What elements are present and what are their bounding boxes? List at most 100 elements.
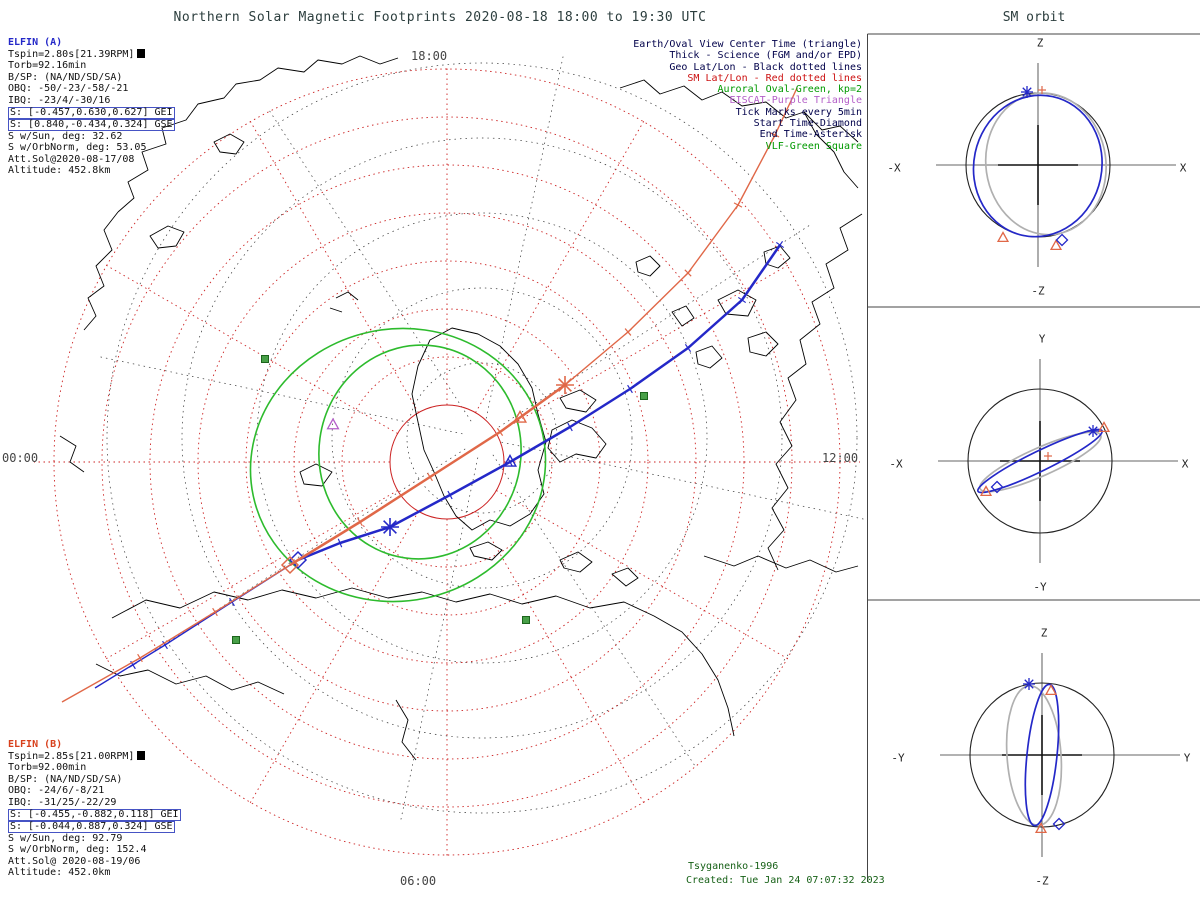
orbit-asterisk-marker bbox=[1023, 678, 1035, 690]
orbit-panel-2 bbox=[938, 359, 1178, 563]
info-line: Altitude: 452.0km bbox=[8, 867, 111, 879]
orbit-diamond-marker bbox=[1052, 817, 1066, 831]
science-segment bbox=[289, 383, 566, 567]
legend-item: Tick Marks every 5min bbox=[735, 106, 862, 118]
orbit-elfin-b bbox=[984, 92, 1108, 236]
info-line: IBQ: -31/25/-22/29 bbox=[8, 796, 117, 808]
view-center-triangle-marker bbox=[512, 410, 528, 423]
vlf-square-marker bbox=[232, 636, 240, 644]
geo-grid bbox=[100, 56, 864, 820]
info-line: S w/Sun, deg: 92.79 bbox=[8, 832, 123, 844]
elfin-a-label: ELFIN (A) bbox=[8, 37, 63, 48]
vlf-square-marker bbox=[261, 355, 269, 363]
mlt-label-00: 00:00 bbox=[2, 451, 39, 465]
orbit-triangle-marker bbox=[1049, 239, 1063, 251]
end-time-asterisk-marker bbox=[556, 376, 574, 394]
orbit-triangle-marker bbox=[1044, 684, 1058, 696]
info-line: Tspin=2.85s[21.00RPM] bbox=[8, 750, 181, 763]
eiscat-triangle-marker bbox=[326, 417, 340, 430]
info-line: Att.Sol@2020-08-17/08 bbox=[8, 153, 135, 165]
orbit-axis-label: Y bbox=[1183, 751, 1191, 765]
orbit-triangle-marker bbox=[1097, 421, 1111, 433]
orbit-panel-3 bbox=[940, 653, 1180, 857]
orbit-axis-label: -Z bbox=[1035, 874, 1049, 888]
elfin-b-parameters: Tspin=2.85s[21.00RPM] Torb=92.00min B/SP: … bbox=[8, 750, 181, 879]
vlf-square-marker bbox=[522, 616, 530, 624]
orbit-diamond-marker bbox=[1055, 233, 1069, 247]
sm-grid bbox=[34, 68, 860, 856]
orbit-elfin-a bbox=[976, 428, 1104, 494]
orbit-axis-label: X bbox=[1179, 161, 1187, 175]
legend-item: VLF-Green Square bbox=[765, 140, 862, 152]
info-line: B/SP: (NA/ND/SD/SA) bbox=[8, 71, 123, 83]
info-line: S: [-0.457,0.630,0.627] GEI bbox=[8, 106, 175, 119]
orbit-axis-label: -Y bbox=[891, 751, 905, 765]
polar-map bbox=[34, 55, 864, 856]
legend-item: Geo Lat/Lon - Black dotted lines bbox=[669, 61, 862, 73]
vlf-stations bbox=[232, 355, 648, 644]
elfin-a-parameters: Tspin=2.80s[21.39RPM] Torb=92.16min B/SP: … bbox=[8, 48, 175, 177]
elfin-b-label: ELFIN (B) bbox=[8, 739, 63, 750]
attitude-vector-value: S: [0.840,-0.434,0.324] GSE bbox=[8, 118, 175, 131]
orbit-axis-label: -Z bbox=[1031, 284, 1045, 298]
legend-item: Auroral Oval-Green, kp=2 bbox=[717, 84, 863, 96]
panel-dividers bbox=[867, 33, 1200, 882]
auroral-oval bbox=[249, 327, 547, 603]
footprint-elfin-a bbox=[94, 240, 785, 689]
info-line: S: [-0.044,0.887,0.324] GSE bbox=[8, 820, 181, 833]
info-line: S w/OrbNorm, deg: 53.05 bbox=[8, 142, 147, 154]
orbit-axis-label: -X bbox=[887, 161, 901, 175]
orbit-axis-label: -X bbox=[889, 457, 903, 471]
map-legend: Earth/Oval View Center Time (triangle) Th… bbox=[633, 39, 862, 152]
orbit-triangle-marker bbox=[979, 485, 993, 497]
attitude-vector-value: S: [-0.457,0.630,0.627] GEI bbox=[8, 106, 175, 119]
info-line: Tspin=2.80s[21.39RPM] bbox=[8, 48, 175, 61]
start-time-diamond-marker bbox=[280, 555, 300, 575]
orbit-axis-label: X bbox=[1181, 457, 1189, 471]
legend-item: Start Time-Diamond bbox=[753, 118, 862, 130]
legend-item: Earth/Oval View Center Time (triangle) bbox=[633, 39, 862, 50]
orbit-axis-label: Z bbox=[1040, 626, 1048, 640]
info-line: Torb=92.16min bbox=[8, 60, 87, 72]
legend-item: Thick - Science (FGM and/or EPD) bbox=[669, 50, 862, 62]
legend-item: EISCAT-Purple Triangle bbox=[729, 95, 862, 107]
orbit-axis-label: -Y bbox=[1033, 580, 1047, 594]
elfin-a-info-block: ELFIN (A) Tspin=2.80s[21.39RPM] Torb=92.1… bbox=[8, 37, 175, 177]
orbit-axis-label: Y bbox=[1038, 332, 1046, 346]
sm-orbit-title: SM orbit bbox=[1002, 10, 1066, 25]
spin-phase-marker bbox=[137, 750, 146, 760]
attitude-vector-value: S: [-0.455,-0.882,0.118] GEI bbox=[8, 808, 181, 821]
legend-item: End Time-Asterisk bbox=[759, 129, 862, 141]
orbit-elfin-a bbox=[1024, 683, 1060, 827]
spin-phase-marker bbox=[137, 48, 146, 58]
model-credit: Tsyganenko-1996 bbox=[688, 861, 779, 872]
orbit-triangle-marker bbox=[1034, 822, 1048, 834]
info-line: Torb=92.00min bbox=[8, 762, 87, 774]
orbit-panel-1 bbox=[936, 63, 1176, 267]
vlf-square-marker bbox=[640, 392, 648, 400]
page-title: Northern Solar Magnetic Footprints 2020-… bbox=[173, 10, 707, 25]
attitude-vector-value: S: [-0.044,0.887,0.324] GSE bbox=[8, 820, 175, 833]
elfin-b-info-block: ELFIN (B) Tspin=2.85s[21.00RPM] Torb=92.0… bbox=[8, 739, 181, 879]
info-line: OBQ: -24/6/-8/21 bbox=[8, 785, 105, 797]
footprint-elfin-b bbox=[61, 87, 798, 703]
orbit-triangle-marker bbox=[996, 231, 1010, 243]
orbit-asterisk-marker bbox=[1087, 425, 1099, 437]
info-line: S: [-0.455,-0.882,0.118] GEI bbox=[8, 808, 181, 821]
earth-circle bbox=[967, 388, 1113, 534]
orbit-asterisk-marker bbox=[1021, 86, 1033, 98]
legend-item: SM Lat/Lon - Red dotted lines bbox=[687, 72, 862, 84]
coastlines bbox=[59, 55, 863, 761]
earth-circle bbox=[969, 682, 1115, 828]
created-timestamp: Created: Tue Jan 24 07:07:32 2023 bbox=[686, 875, 885, 886]
orbit-elfin-a bbox=[972, 94, 1103, 238]
science-segment bbox=[297, 244, 782, 562]
info-line: Att.Sol@ 2020-08-19/06 bbox=[8, 855, 141, 867]
info-line: IBQ: -23/4/-30/16 bbox=[8, 94, 111, 106]
end-time-asterisk-marker bbox=[381, 518, 399, 536]
orbit-axis-label: Z bbox=[1036, 36, 1044, 50]
mlt-label-18: 18:00 bbox=[411, 49, 448, 63]
view-center-triangle-marker bbox=[502, 454, 518, 467]
